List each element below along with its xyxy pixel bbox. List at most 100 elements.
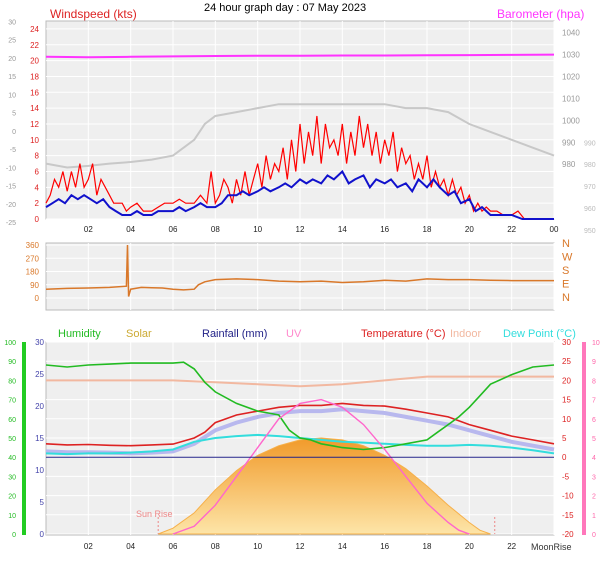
rainfall-tick-label: 15 [35, 434, 44, 443]
direction-tick-label: 0 [35, 294, 40, 303]
compass-label: S [562, 265, 569, 277]
uv-tick-label: 8 [592, 378, 596, 385]
humidity-tick-label: 70 [8, 398, 16, 405]
outer-tick-label: -20 [6, 202, 16, 209]
wind-tick-label: 10 [30, 136, 39, 145]
rainfall-tick-label: 5 [40, 498, 45, 507]
sunrise-label: Sun Rise [136, 509, 173, 519]
compass-label: W [562, 252, 573, 264]
outer-tick-label: -5 [10, 147, 16, 154]
gridlines [46, 243, 555, 310]
wind-tick-label: 18 [30, 72, 39, 81]
humidity-tick-label: 40 [8, 455, 16, 462]
humidity-tick-label: 80 [8, 378, 16, 385]
outer-tick-label: 10 [8, 92, 16, 99]
legend-dewpoint: Dew Point (°C) [503, 328, 576, 340]
legend-temperature: Temperature (°C) [361, 328, 445, 340]
compass-label: N [562, 238, 570, 250]
temperature-tick-label: 20 [562, 376, 571, 385]
x-tick-label: 06 [169, 542, 178, 551]
uv-tick-label: 2 [592, 494, 596, 501]
barometer-tick-label: 1020 [562, 73, 580, 82]
uv-tick-label: 3 [592, 474, 596, 481]
direction-tick-label: 270 [26, 254, 40, 263]
tick-labels: 0102030405060708090100051015202530-20-15… [4, 338, 600, 551]
humidity-tick-label: 30 [8, 474, 16, 481]
series-solar-area [158, 437, 491, 535]
wind-barometer-chart: 024681012141618202224-25-20-15-10-505101… [6, 2, 596, 235]
x-tick-label: 18 [423, 542, 432, 551]
series-uv [172, 398, 470, 535]
x-tick-label: 14 [338, 542, 347, 551]
series-layer [45, 244, 554, 297]
humidity-tick-label: 50 [8, 436, 16, 443]
x-tick-label: 12 [296, 542, 305, 551]
series-wind-gust [45, 115, 554, 220]
legend-rainfall: Rainfall (mm) [202, 328, 267, 340]
temperature-tick-label: -20 [562, 530, 574, 539]
temperature-humidity-chart: 0102030405060708090100051015202530-20-15… [4, 328, 600, 552]
x-tick-label: 10 [253, 542, 262, 551]
wind-tick-label: 0 [35, 215, 40, 224]
temperature-tick-label: 10 [562, 415, 571, 424]
barometer-low-tick-label: 980 [584, 162, 596, 169]
tick-labels: 024681012141618202224-25-20-15-10-505101… [6, 19, 596, 235]
rainfall-tick-label: 25 [35, 370, 44, 379]
temperature-tick-label: 25 [562, 357, 571, 366]
rainfall-tick-label: 20 [35, 402, 44, 411]
wind-tick-label: 6 [35, 167, 40, 176]
uv-tick-label: 5 [592, 436, 596, 443]
moonrise-label: MoonRise [531, 542, 572, 552]
x-tick-label: 04 [126, 542, 135, 551]
barometer-tick-label: 1000 [562, 116, 580, 125]
humidity-tick-label: 60 [8, 417, 16, 424]
x-tick-label: 02 [84, 225, 93, 234]
x-tick-label: 22 [507, 225, 516, 234]
barometer-low-tick-label: 960 [584, 206, 596, 213]
barometer-tick-label: 1010 [562, 94, 580, 103]
temperature-tick-label: 30 [562, 338, 571, 347]
x-tick-label: 14 [338, 225, 347, 234]
uv-tick-label: 4 [592, 455, 596, 462]
wind-tick-label: 4 [35, 183, 40, 192]
direction-tick-label: 90 [30, 281, 39, 290]
barometer-tick-label: 990 [562, 138, 576, 147]
temperature-tick-label: 15 [562, 396, 571, 405]
x-tick-label: 02 [84, 542, 93, 551]
compass-label: E [562, 279, 569, 291]
x-tick-label: 20 [465, 225, 474, 234]
uv-tick-label: 0 [592, 532, 596, 539]
rainfall-tick-label: 30 [35, 338, 44, 347]
outer-tick-label: 0 [12, 129, 16, 136]
temperature-tick-label: -15 [562, 511, 574, 520]
legend: Humidity Solar Rainfall (mm) UV Temperat… [58, 328, 576, 340]
x-tick-label: 08 [211, 542, 220, 551]
humidity-tick-label: 20 [8, 494, 16, 501]
wind-tick-label: 8 [35, 152, 40, 161]
uv-axis-bar [582, 342, 586, 535]
series-wind-rolling [45, 103, 555, 169]
wind-axis-label: Windspeed (kts) [50, 7, 137, 21]
humidity-tick-label: 10 [8, 513, 16, 520]
barometer-low-tick-label: 990 [584, 140, 596, 147]
wind-tick-label: 20 [30, 57, 39, 66]
uv-tick-label: 1 [592, 513, 596, 520]
series-wind-direction [45, 244, 554, 297]
direction-tick-label: 180 [26, 268, 40, 277]
temperature-tick-label: -5 [562, 472, 570, 481]
x-tick-label: 06 [169, 225, 178, 234]
series-wind-average [45, 169, 554, 220]
barometer-low-tick-label: 950 [584, 228, 596, 235]
barometer-tick-label: 1030 [562, 51, 580, 60]
outer-tick-label: -10 [6, 165, 16, 172]
x-tick-label: 22 [507, 542, 516, 551]
temperature-tick-label: 5 [562, 434, 567, 443]
series-temperature [45, 402, 555, 447]
x-tick-label: 00 [550, 225, 559, 234]
humidity-tick-label: 0 [12, 532, 16, 539]
x-tick-label: 08 [211, 225, 220, 234]
legend-indoor: Indoor [450, 328, 482, 340]
compass-label: N [562, 292, 570, 304]
